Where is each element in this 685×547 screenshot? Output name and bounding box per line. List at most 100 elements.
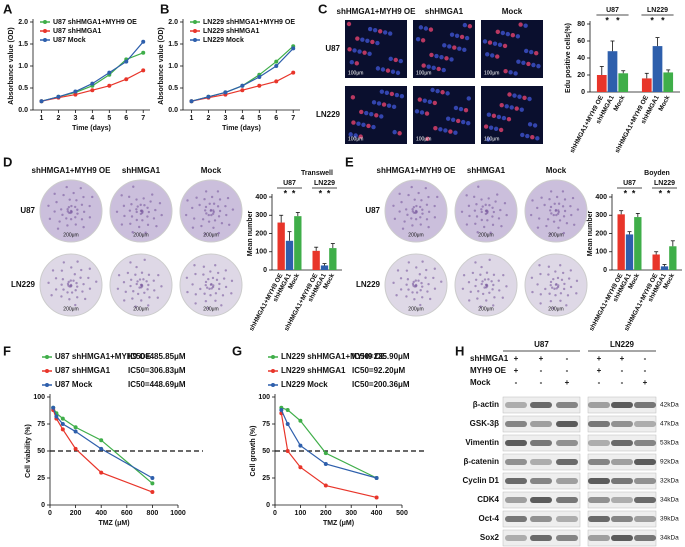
cell <box>398 58 403 64</box>
bar <box>617 214 625 270</box>
cell <box>445 116 451 121</box>
cell <box>508 70 513 75</box>
point <box>141 39 146 44</box>
cell <box>572 223 576 226</box>
cell <box>474 278 478 282</box>
cell <box>134 273 137 276</box>
cell <box>525 133 530 139</box>
cell <box>549 299 553 303</box>
cell <box>185 276 189 279</box>
cell <box>81 290 84 293</box>
cell <box>74 289 77 292</box>
cell <box>537 217 541 220</box>
cell <box>440 280 443 283</box>
group-label: U87 <box>534 340 549 349</box>
legend-label: U87 shHMGA1+MYH9 OE <box>55 352 151 361</box>
cell <box>432 100 438 106</box>
cell <box>153 289 156 292</box>
band <box>556 478 578 484</box>
x-axis-label: Time (days) <box>72 125 111 132</box>
band <box>530 402 552 408</box>
cell <box>496 114 502 120</box>
cell <box>482 225 486 229</box>
image-row-label: LN229 <box>356 280 381 289</box>
band <box>611 516 633 522</box>
legend-marker <box>43 20 47 24</box>
cell <box>135 282 138 286</box>
point <box>374 495 379 500</box>
ic50-label: IC50=200.36μM <box>352 380 410 389</box>
x-tick-label: 7 <box>141 115 145 122</box>
cell <box>365 38 370 44</box>
cell <box>483 124 489 129</box>
series-line <box>281 407 377 479</box>
cell <box>124 290 127 294</box>
cell <box>184 213 188 217</box>
cell <box>143 258 146 262</box>
cell <box>61 213 64 217</box>
cell <box>407 261 411 264</box>
cell <box>53 210 56 213</box>
y-tick-label: 100 <box>33 394 45 401</box>
cell <box>224 285 228 289</box>
cell <box>208 287 211 291</box>
cell <box>421 285 424 288</box>
series-line <box>41 41 144 102</box>
cell <box>559 264 562 267</box>
cell <box>157 273 160 277</box>
cell <box>433 204 436 208</box>
cell <box>205 212 208 215</box>
cell <box>83 297 87 301</box>
cell <box>561 205 565 208</box>
band <box>611 459 633 465</box>
cell <box>212 209 215 212</box>
cell <box>134 305 137 308</box>
group-label: U87 <box>606 7 619 14</box>
cell <box>450 117 456 122</box>
bar <box>607 51 618 92</box>
cell <box>555 213 558 217</box>
legend-marker <box>271 355 275 359</box>
sign: - <box>540 378 543 387</box>
cell <box>204 280 208 284</box>
bar-label: shHMGA1+MYH9 OE <box>248 272 285 332</box>
cell <box>391 104 397 110</box>
cell <box>79 186 82 190</box>
group-label: LN229 <box>314 180 335 187</box>
ic50-label: IC50=235.90μM <box>352 352 410 361</box>
legend-marker <box>43 29 47 33</box>
cell <box>569 204 572 208</box>
bar <box>660 266 669 270</box>
y-tick-label: 100 <box>595 249 607 256</box>
cell <box>488 291 491 294</box>
cell <box>348 132 353 137</box>
cell <box>70 204 73 208</box>
scale-bar-label: 100μm <box>416 136 431 142</box>
significance: * <box>292 188 296 198</box>
cell <box>467 204 471 208</box>
cell <box>495 54 500 59</box>
group-label: U87 <box>623 180 636 187</box>
cell <box>371 100 377 105</box>
cell <box>452 45 457 50</box>
cell <box>432 276 435 280</box>
cell <box>492 41 498 46</box>
cell <box>379 89 385 94</box>
cell <box>146 288 149 291</box>
cell <box>405 269 409 272</box>
cell <box>382 30 388 35</box>
point <box>90 81 95 86</box>
scale-bar-label: 100μm <box>416 70 431 76</box>
legend-label: U87 shHMGA1+MYH9 OE <box>53 19 137 26</box>
cell <box>549 283 552 287</box>
sign: + <box>565 378 570 387</box>
x-tick-label: 2 <box>56 115 60 122</box>
cell <box>464 35 470 41</box>
cell <box>563 198 567 201</box>
cell <box>220 304 223 307</box>
cell <box>230 292 233 295</box>
cell <box>136 292 140 296</box>
cell <box>549 233 552 236</box>
band <box>530 421 552 427</box>
cell <box>481 280 484 283</box>
